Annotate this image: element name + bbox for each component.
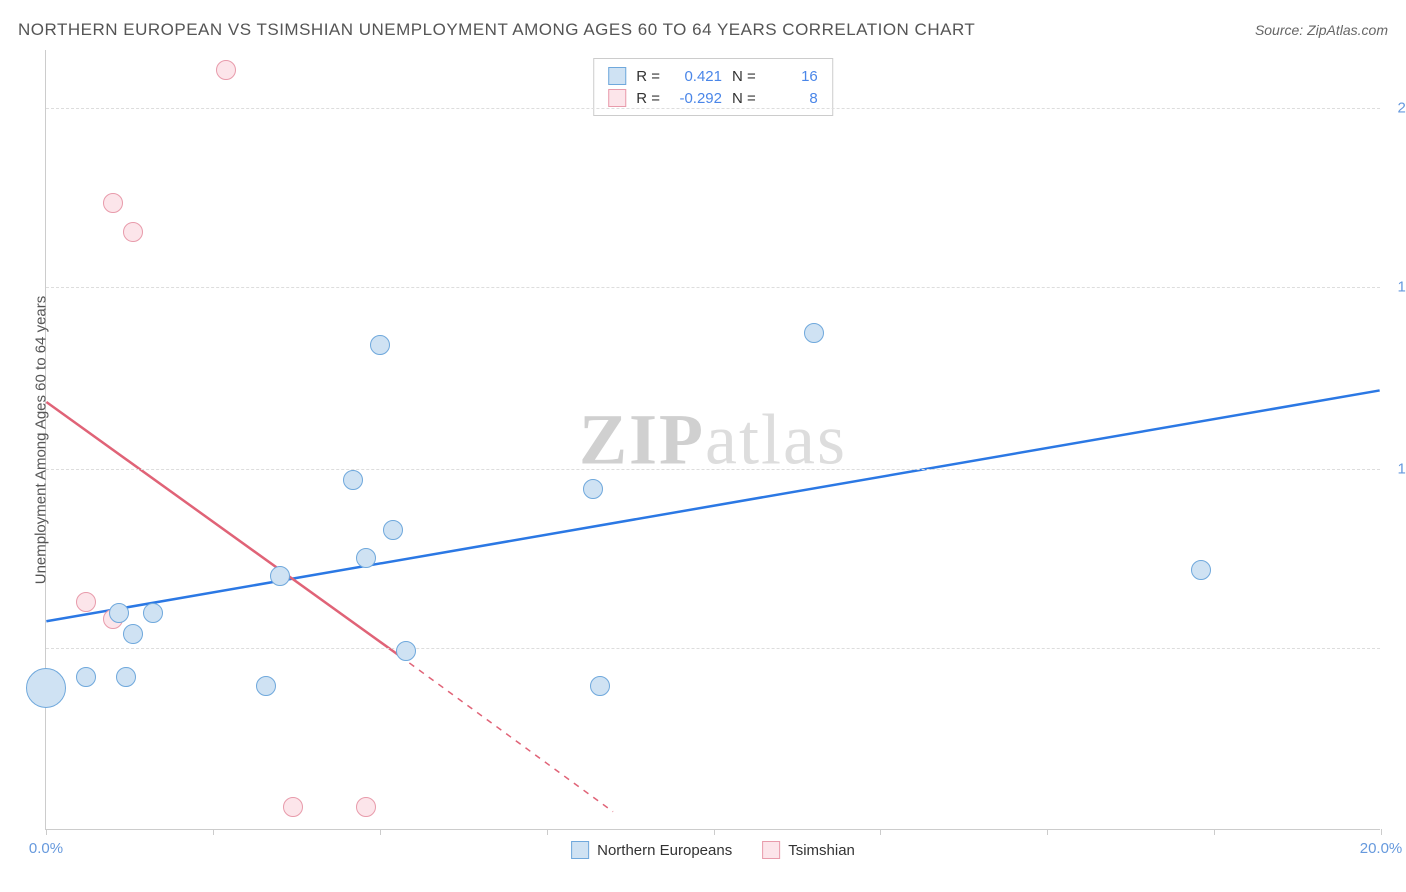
swatch-pink-icon xyxy=(608,89,626,107)
data-point-pink xyxy=(123,222,143,242)
data-point-blue xyxy=(116,667,136,687)
n-label: N = xyxy=(732,68,756,85)
data-point-pink xyxy=(356,797,376,817)
gridline xyxy=(46,469,1380,470)
data-point-pink xyxy=(283,797,303,817)
x-tick xyxy=(880,829,881,835)
legend-item-pink: Tsimshian xyxy=(762,841,855,859)
bottom-legend: Northern Europeans Tsimshian xyxy=(571,841,855,859)
data-point-blue xyxy=(26,668,66,708)
x-tick xyxy=(714,829,715,835)
x-tick xyxy=(1047,829,1048,835)
x-tick-label: 20.0% xyxy=(1360,840,1403,857)
y-tick-label: 25.0% xyxy=(1385,99,1406,116)
swatch-blue-icon xyxy=(608,67,626,85)
gridline xyxy=(46,287,1380,288)
gridline xyxy=(46,648,1380,649)
x-tick xyxy=(547,829,548,835)
data-point-blue xyxy=(143,603,163,623)
x-tick xyxy=(1214,829,1215,835)
r-label: R = xyxy=(636,90,660,107)
legend-item-blue: Northern Europeans xyxy=(571,841,732,859)
y-tick-label: 18.8% xyxy=(1385,278,1406,295)
stats-row-pink: R = -0.292 N = 8 xyxy=(608,87,818,109)
watermark-atlas: atlas xyxy=(705,399,847,479)
y-tick-label: 6.3% xyxy=(1385,640,1406,657)
trend-lines xyxy=(46,50,1380,829)
data-point-blue xyxy=(343,470,363,490)
data-point-blue xyxy=(109,603,129,623)
x-tick xyxy=(46,829,47,835)
r-value-blue: 0.421 xyxy=(670,68,722,85)
y-tick-label: 12.5% xyxy=(1385,460,1406,477)
data-point-blue xyxy=(396,641,416,661)
r-value-pink: -0.292 xyxy=(670,90,722,107)
data-point-blue xyxy=(356,548,376,568)
stats-row-blue: R = 0.421 N = 16 xyxy=(608,65,818,87)
x-tick xyxy=(380,829,381,835)
data-point-blue xyxy=(76,667,96,687)
data-point-blue xyxy=(256,676,276,696)
data-point-pink xyxy=(216,60,236,80)
data-point-blue xyxy=(1191,560,1211,580)
data-point-blue xyxy=(270,566,290,586)
legend-label-pink: Tsimshian xyxy=(788,842,855,859)
y-axis-label: Unemployment Among Ages 60 to 64 years xyxy=(33,295,50,584)
legend-label-blue: Northern Europeans xyxy=(597,842,732,859)
x-tick-label: 0.0% xyxy=(29,840,63,857)
chart-title: NORTHERN EUROPEAN VS TSIMSHIAN UNEMPLOYM… xyxy=(18,20,975,40)
x-tick xyxy=(1381,829,1382,835)
x-tick xyxy=(213,829,214,835)
n-value-blue: 16 xyxy=(766,68,818,85)
data-point-pink xyxy=(76,592,96,612)
data-point-blue xyxy=(583,479,603,499)
source-label: Source: ZipAtlas.com xyxy=(1255,22,1388,38)
data-point-blue xyxy=(123,624,143,644)
plot-area: Unemployment Among Ages 60 to 64 years Z… xyxy=(45,50,1380,830)
data-point-blue xyxy=(804,323,824,343)
gridline xyxy=(46,108,1380,109)
data-point-blue xyxy=(383,520,403,540)
data-point-blue xyxy=(370,335,390,355)
n-value-pink: 8 xyxy=(766,90,818,107)
r-label: R = xyxy=(636,68,660,85)
watermark-zip: ZIP xyxy=(579,399,705,479)
n-label: N = xyxy=(732,90,756,107)
legend-swatch-blue-icon xyxy=(571,841,589,859)
data-point-blue xyxy=(590,676,610,696)
legend-swatch-pink-icon xyxy=(762,841,780,859)
data-point-pink xyxy=(103,193,123,213)
